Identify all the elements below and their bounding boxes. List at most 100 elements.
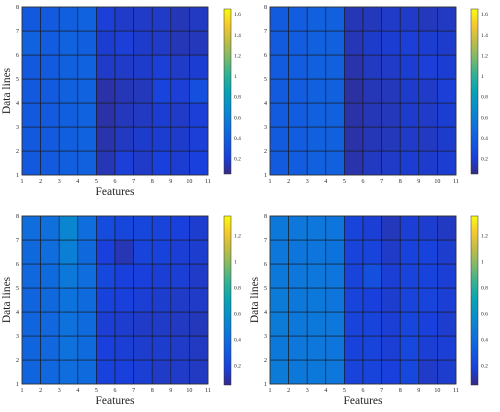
heatmap-cell	[114, 311, 134, 337]
axes-frame	[269, 215, 457, 385]
heatmap-cell	[362, 126, 382, 152]
heatmap-cell	[418, 311, 438, 337]
heatmap-cell	[40, 102, 60, 128]
colorbar-tick-label: 1	[481, 74, 484, 80]
heatmap-cell	[269, 287, 289, 313]
heatmap-cell	[151, 102, 172, 128]
heatmap-cell	[133, 287, 153, 313]
x-tick-label: 4	[76, 179, 79, 185]
heatmap-cell	[269, 335, 289, 361]
heatmap-cell	[133, 215, 153, 241]
heatmap-cell	[325, 359, 345, 385]
heatmap-cell	[437, 78, 457, 104]
heatmap-cell	[58, 311, 79, 337]
y-tick-label: 6	[16, 53, 19, 59]
colorbar-tick-label: 0.8	[481, 286, 488, 292]
heatmap-cell	[58, 263, 79, 289]
heatmap-cell	[381, 126, 401, 152]
heatmap-cell	[269, 263, 289, 289]
heatmap-cell	[288, 215, 308, 241]
heatmap-cell	[399, 54, 420, 80]
heatmap-cell	[269, 30, 289, 56]
heatmap-cell	[437, 150, 457, 176]
heatmap-cell	[189, 335, 209, 361]
heatmap-cell	[418, 263, 438, 289]
heatmap-cell	[344, 359, 364, 385]
heatmap-cell	[418, 54, 438, 80]
heatmap-cell	[325, 287, 345, 313]
heatmap-cell	[362, 287, 382, 313]
heatmap-cell	[189, 126, 209, 152]
x-tick-label: 5	[343, 388, 346, 394]
x-tick-label: 3	[58, 179, 61, 185]
heatmap-cell	[151, 150, 172, 176]
x-tick-label: 5	[95, 388, 98, 394]
heatmap-cell	[381, 335, 401, 361]
colorbar-tick-label: 1.6	[481, 12, 488, 18]
heatmap-cell	[418, 335, 438, 361]
heatmap-cell	[77, 150, 97, 176]
colorbar-tick-label: 0.8	[234, 286, 241, 292]
heatmap-cell	[306, 263, 327, 289]
colorbar-tick-label: 1.4	[481, 33, 488, 39]
heatmap-cell	[325, 78, 345, 104]
heatmap-cell	[381, 102, 401, 128]
heatmap-cell	[58, 287, 79, 313]
y-tick-label: 3	[16, 125, 19, 131]
heatmap-cell	[133, 102, 153, 128]
heatmap-cell	[437, 30, 457, 56]
heatmap-cell	[170, 287, 190, 313]
colorbar	[470, 215, 479, 386]
heatmap-cell	[77, 54, 97, 80]
x-tick-label: 6	[114, 179, 117, 185]
colorbar-tick-label: 0.2	[234, 364, 241, 370]
heatmap-cell	[133, 6, 153, 32]
heatmap-cell	[21, 102, 41, 128]
heatmap-cell	[362, 335, 382, 361]
axes-frame	[21, 215, 209, 385]
y-tick-label: 8	[264, 5, 267, 11]
heatmap-cell	[288, 359, 308, 385]
heatmap-cell	[306, 215, 327, 241]
heatmap-cell	[288, 335, 308, 361]
heatmap-cell	[40, 78, 60, 104]
heatmap-cell	[21, 30, 41, 56]
heatmap-cell	[170, 54, 190, 80]
heatmap-cell	[77, 30, 97, 56]
x-tick-label: 7	[132, 388, 135, 394]
x-tick-label: 3	[306, 388, 309, 394]
x-tick-label: 1	[21, 388, 24, 394]
x-tick-label: 2	[287, 388, 290, 394]
heatmap-cell	[344, 287, 364, 313]
heatmap-cell	[418, 78, 438, 104]
colorbar-tick-label: 0.2	[234, 157, 241, 163]
heatmap-cell	[306, 54, 327, 80]
heatmap-cell	[151, 287, 172, 313]
heatmap-cell	[381, 359, 401, 385]
x-tick-label: 1	[269, 388, 272, 394]
heatmap-cell	[288, 311, 308, 337]
heatmap-cell	[344, 126, 364, 152]
colorbar	[223, 215, 232, 386]
heatmap-cell	[151, 359, 172, 385]
heatmap-cell	[362, 359, 382, 385]
colorbar-tick-label: 0.4	[234, 338, 241, 344]
colorbar-tick-label: 0.2	[481, 364, 488, 370]
heatmap-cell	[21, 287, 41, 313]
x-tick-label: 2	[39, 388, 42, 394]
heatmap-cell	[306, 239, 327, 265]
y-tick-label: 6	[16, 262, 19, 268]
x-tick-label: 11	[205, 388, 211, 394]
heatmap-cell	[437, 311, 457, 337]
heatmap-cell	[399, 335, 420, 361]
y-axis-label: Data lines	[1, 67, 13, 114]
heatmap-cell	[151, 239, 172, 265]
heatmap-cell	[325, 102, 345, 128]
heatmap-cell	[21, 311, 41, 337]
heatmap-cell	[21, 126, 41, 152]
heatmap-cell	[381, 215, 401, 241]
heatmap-cell	[269, 239, 289, 265]
heatmap-cell	[170, 335, 190, 361]
heatmap-cell	[151, 311, 172, 337]
x-axis-label: Features	[96, 395, 135, 407]
